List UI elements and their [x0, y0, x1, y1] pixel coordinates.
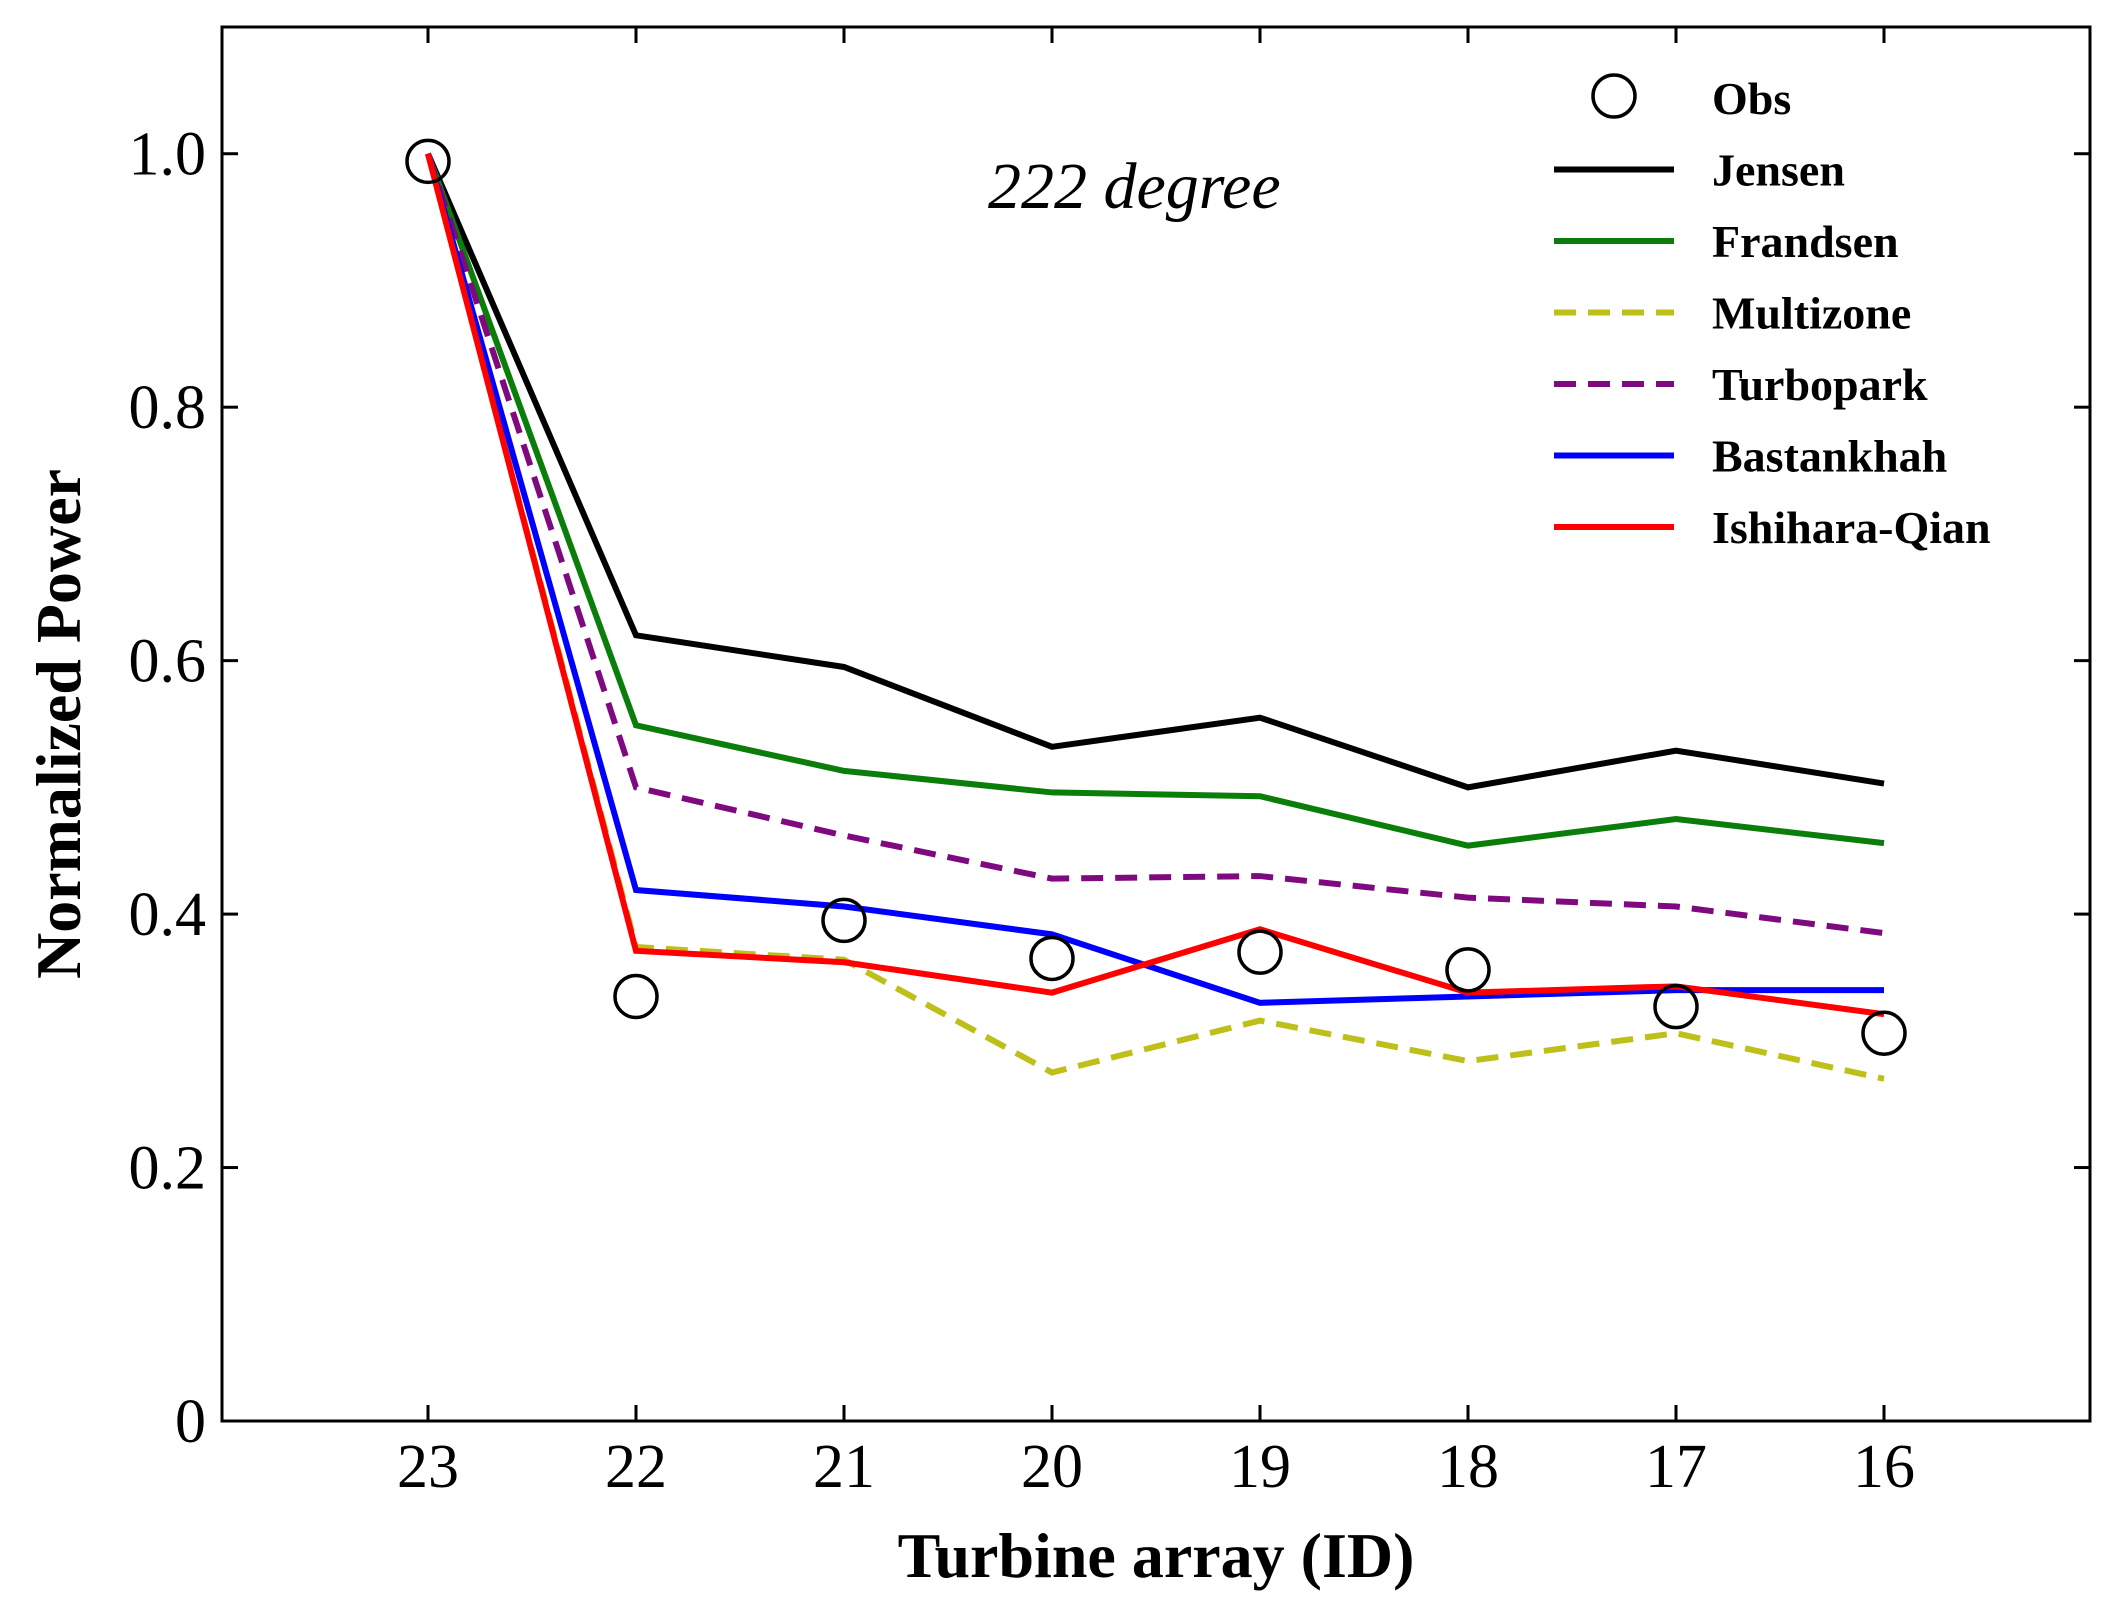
legend-label-turbopark: Turbopark: [1712, 359, 1928, 410]
x-axis-title: Turbine array (ID): [898, 1520, 1415, 1591]
obs-marker: [1445, 947, 1491, 993]
y-tick-label: 0.4: [129, 881, 207, 949]
legend: Obs Jensen Frandsen Multizone Turbopark Basta…: [1554, 73, 1991, 553]
x-tick-label: 18: [1437, 1433, 1499, 1501]
series-line-multizone: [425, 152, 1885, 1082]
x-tick-label: 21: [813, 1433, 875, 1501]
obs-marker: [1237, 929, 1283, 975]
series-line-turbopark: [425, 152, 1885, 937]
x-tick-label: 19: [1229, 1433, 1291, 1501]
y-tick-label: 0.6: [129, 628, 207, 696]
obs-marker: [613, 973, 659, 1020]
obs-marker: [821, 897, 867, 944]
x-tick-label: 20: [1021, 1433, 1083, 1501]
obs-marker: [1861, 1010, 1907, 1056]
legend-label-jensen: Jensen: [1712, 145, 1845, 196]
y-axis-ticks: 0 0.2 0.4 0.6 0.8 1.0: [129, 121, 2090, 1456]
plot-frame: [220, 25, 2092, 1423]
y-axis-title: Normalized Power: [23, 469, 94, 979]
obs-marker: [405, 138, 451, 185]
series-lines: [425, 152, 1885, 1082]
x-tick-label: 16: [1853, 1433, 1915, 1501]
chart-annotation: 222 degree: [988, 150, 1281, 223]
legend-label-ishihara-qian: Ishihara-Qian: [1712, 502, 1991, 553]
series-line-bastankhah: [425, 152, 1884, 1006]
obs-marker: [1029, 935, 1075, 982]
legend-label-multizone: Multizone: [1712, 288, 1911, 339]
x-tick-label: 22: [605, 1433, 667, 1501]
obs-markers: [405, 138, 1907, 1056]
x-axis-ticks: 23 22 21 20 19 18 17 16: [397, 27, 1915, 1501]
y-tick-label: 0: [175, 1388, 206, 1456]
y-tick-label: 0.2: [129, 1135, 207, 1203]
series-line-ishihara-qian: [425, 152, 1885, 1018]
x-tick-label: 23: [397, 1433, 459, 1501]
series-line-jensen: [425, 152, 1885, 791]
x-tick-label: 17: [1645, 1433, 1707, 1501]
series-line-frandsen: [425, 152, 1885, 849]
legend-marker-obs: [1591, 73, 1637, 119]
y-tick-label: 0.8: [129, 374, 207, 442]
obs-marker: [1653, 983, 1699, 1030]
y-tick-label: 1.0: [129, 121, 207, 189]
legend-label-obs: Obs: [1712, 73, 1791, 124]
legend-label-frandsen: Frandsen: [1712, 216, 1899, 267]
legend-label-bastankhah: Bastankhah: [1712, 431, 1947, 482]
